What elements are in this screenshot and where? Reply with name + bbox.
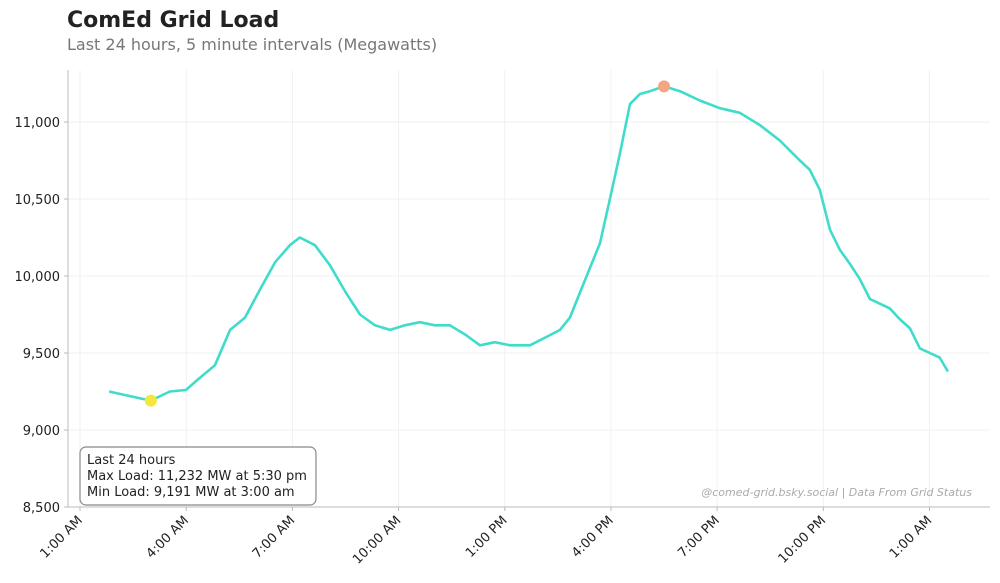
annotation-line: Last 24 hours	[87, 453, 176, 468]
annotation-line: Min Load: 9,191 MW at 3:00 am	[87, 485, 295, 500]
highlight-marker	[658, 80, 671, 93]
highlight-marker	[144, 394, 157, 407]
x-tick-label: 4:00 AM	[144, 513, 192, 561]
credit: @comed-grid.bsky.social | Data From Grid…	[701, 486, 972, 499]
y-tick-label: 8,500	[23, 501, 60, 516]
line	[108, 85, 950, 402]
y-tick-label: 11,000	[15, 116, 61, 131]
x-tick-label: 10:00 AM	[350, 513, 404, 567]
chart-title: ComEd Grid Load	[67, 8, 279, 33]
x-tick-label: 10:00 PM	[776, 513, 829, 566]
y-tick-label: 10,000	[15, 270, 61, 285]
x-tick-label: 4:00 PM	[569, 513, 617, 561]
x-tick-label: 7:00 AM	[250, 513, 298, 561]
x-tick-label: 1:00 PM	[463, 513, 511, 561]
x-tick-label: 1:00 AM	[37, 513, 85, 561]
y-tick-label: 10,500	[15, 193, 61, 208]
x-tick-label: 1:00 AM	[887, 513, 935, 561]
y-tick-label: 9,000	[23, 424, 60, 439]
annotation-frame	[79, 446, 317, 506]
chart-subtitle: Last 24 hours, 5 minute intervals (Megaw…	[67, 35, 437, 54]
x-tick-label: 7:00 PM	[675, 513, 723, 561]
y-tick-label: 9,500	[23, 347, 60, 362]
annotation-line: Max Load: 11,232 MW at 5:30 pm	[87, 469, 307, 484]
